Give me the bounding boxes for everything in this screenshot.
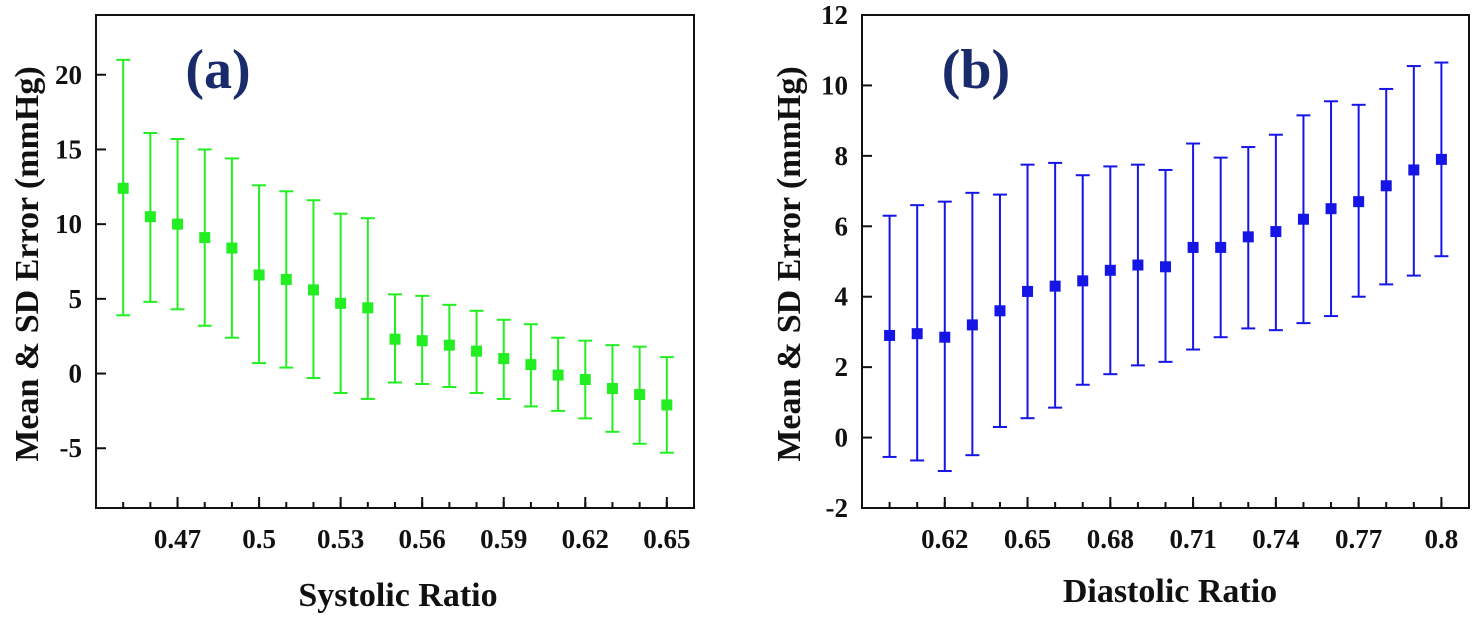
mean-point-a <box>579 374 591 386</box>
mean-point-a <box>362 302 374 314</box>
mean-point-b <box>1104 264 1116 276</box>
mean-point-a <box>389 333 401 345</box>
y-tick-label-a: 0 <box>69 359 83 389</box>
y-axis-title-b: Mean & SD Error (mmHg) <box>771 66 808 461</box>
mean-point-b <box>1408 164 1420 176</box>
y-tick-label-b: 0 <box>835 423 849 453</box>
x-tick-label-a: 0.47 <box>154 524 201 554</box>
x-tick-label-a: 0.65 <box>643 524 690 554</box>
mean-point-b <box>1215 241 1227 253</box>
mean-point-b <box>1242 231 1254 243</box>
y-tick-label-b: 2 <box>835 352 849 382</box>
mean-point-b <box>1297 213 1309 225</box>
y-tick-label-a: -5 <box>60 433 83 463</box>
mean-point-b <box>1160 261 1171 273</box>
mean-point-a <box>253 269 265 281</box>
y-tick-label-a: 5 <box>69 284 83 314</box>
data-marks-b <box>882 61 1449 473</box>
mean-point-b <box>911 328 923 340</box>
mean-point-a <box>525 359 537 371</box>
mean-point-a <box>498 353 510 365</box>
mean-point-a <box>634 388 646 400</box>
mean-point-b <box>939 331 951 343</box>
y-tick-label-b: 6 <box>835 211 849 241</box>
x-tick-label-a: 0.62 <box>562 524 609 554</box>
mean-point-a <box>226 242 238 254</box>
x-tick-label-b: 0.71 <box>1169 524 1216 554</box>
mean-point-b <box>1325 203 1337 215</box>
mean-point-b <box>1049 280 1061 292</box>
mean-point-b <box>1380 180 1392 192</box>
mean-point-a <box>606 382 618 394</box>
y-tick-label-b: 4 <box>835 282 849 312</box>
mean-point-b <box>994 305 1006 317</box>
mean-point-a <box>280 273 292 285</box>
axis-ticks-a: 0.47 0.5 0.53 0.56 0.59 0.62 0.65 -5 0 5 10 15 20 <box>55 60 690 554</box>
x-tick-label-b: 0.8 <box>1425 524 1459 554</box>
axis-ticks-b: 0.62 0.65 0.68 0.71 0.74 0.77 0.8 -2 0 2 4 6 8 10 12 <box>821 0 1458 554</box>
panel-label-a: (a) <box>185 39 250 101</box>
panel-b: 0.62 0.65 0.68 0.71 0.74 0.77 0.8 -2 0 2 4 6 8 10 12 (… <box>771 0 1470 610</box>
mean-point-a <box>144 211 156 223</box>
mean-point-b <box>966 319 978 331</box>
x-tick-label-b: 0.65 <box>1004 524 1051 554</box>
y-tick-label-b: 8 <box>835 141 849 171</box>
x-tick-label-b: 0.77 <box>1335 524 1382 554</box>
x-tick-label-b: 0.68 <box>1087 524 1134 554</box>
x-axis-title-b: Diastolic Ratio <box>1063 573 1277 610</box>
panel-a: 0.47 0.5 0.53 0.56 0.59 0.62 0.65 -5 0 5 10 15 20 (a… <box>9 14 695 614</box>
mean-point-a <box>117 182 129 194</box>
x-tick-label-a: 0.56 <box>399 524 446 554</box>
mean-point-b <box>1132 259 1144 271</box>
mean-point-b <box>1187 241 1199 253</box>
mean-point-b <box>1353 196 1365 208</box>
x-tick-label-b: 0.74 <box>1252 524 1299 554</box>
mean-point-b <box>1077 275 1089 287</box>
mean-point-b <box>884 329 896 341</box>
mean-point-a <box>552 369 564 381</box>
x-tick-label-a: 0.53 <box>317 524 364 554</box>
mean-point-b <box>1270 226 1282 238</box>
mean-point-b <box>1435 153 1447 165</box>
mean-point-b <box>1022 285 1034 297</box>
mean-point-a <box>416 335 428 347</box>
y-tick-label-b: 10 <box>821 70 848 100</box>
x-tick-label-a: 0.59 <box>480 524 527 554</box>
mean-point-a <box>307 284 319 296</box>
y-tick-label-a: 15 <box>55 134 82 164</box>
mean-point-a <box>335 297 347 309</box>
mean-point-a <box>172 218 184 230</box>
y-axis-title-a: Mean & SD Error (mmHg) <box>9 66 46 461</box>
mean-point-a <box>443 339 455 351</box>
y-tick-label-a: 10 <box>55 209 82 239</box>
data-marks-a <box>116 58 674 454</box>
x-tick-label-a: 0.5 <box>242 524 276 554</box>
mean-point-a <box>661 399 673 411</box>
x-tick-label-b: 0.62 <box>921 524 968 554</box>
mean-point-a <box>471 345 483 357</box>
y-tick-label-b: 12 <box>821 0 848 30</box>
mean-point-a <box>199 232 211 244</box>
x-axis-title-a: Systolic Ratio <box>298 577 497 614</box>
y-tick-label-a: 20 <box>55 60 82 90</box>
panel-label-b: (b) <box>942 39 1010 101</box>
y-tick-label-b: -2 <box>826 493 849 523</box>
